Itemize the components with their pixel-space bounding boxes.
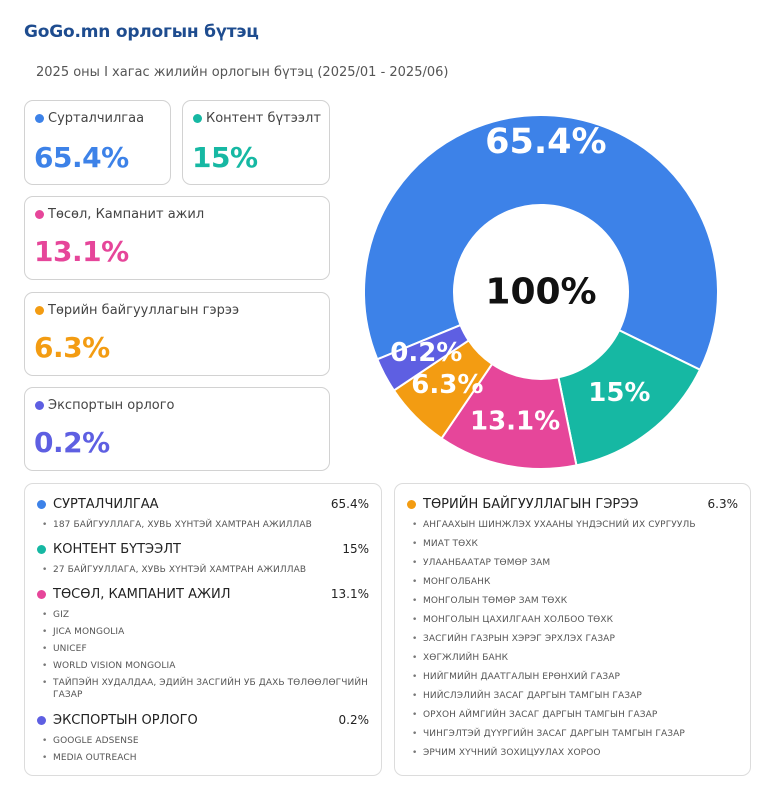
list-item: GOOGLE ADSENSE <box>37 735 369 747</box>
list-item: МОНГОЛБАНК <box>407 576 738 588</box>
slice-label: 6.3% <box>411 370 483 400</box>
card-value: 65.4% <box>34 141 129 174</box>
donut-slice <box>365 114 719 372</box>
category-name: СУРТАЛЧИЛГАА <box>53 496 159 512</box>
page-title: GoGo.mn орлогын бүтэц <box>24 22 259 42</box>
legend-dot <box>35 114 44 123</box>
card-value: 0.2% <box>34 426 110 459</box>
list-item: ХӨГЖЛИЙН БАНК <box>407 652 738 664</box>
slice-label: 65.4% <box>485 122 606 162</box>
partner-list: 187 БАЙГУУЛЛАГА, ХУВЬ ХҮНТЭЙ ХАМТРАН АЖИ… <box>37 519 369 531</box>
category-header: ТӨСӨЛ, КАМПАНИТ АЖИЛ 13.1% <box>37 584 369 604</box>
card-government-contracts: Төрийн байгууллагын гэрээ 6.3% <box>24 292 330 376</box>
category-percent: 0.2% <box>338 713 370 727</box>
legend-dot <box>193 114 202 123</box>
legend-dot <box>37 544 46 554</box>
card-label: Төсөл, Кампанит ажил <box>48 207 205 222</box>
list-item: 187 БАЙГУУЛЛАГА, ХУВЬ ХҮНТЭЙ ХАМТРАН АЖИ… <box>37 519 369 531</box>
card-value: 15% <box>192 141 258 174</box>
legend-dot <box>35 306 44 315</box>
category-percent: 15% <box>342 542 369 556</box>
card-value: 6.3% <box>34 331 110 364</box>
card-advertising: Сурталчилгаа 65.4% <box>24 100 171 185</box>
list-item: МОНГОЛЫН ТӨМӨР ЗАМ ТӨХК <box>407 595 738 607</box>
category-name: ТӨСӨЛ, КАМПАНИТ АЖИЛ <box>53 586 231 602</box>
list-item: МИАТ ТӨХК <box>407 538 738 550</box>
list-item: НИЙГМИЙН ДААТГАЛЫН ЕРӨНХИЙ ГАЗАР <box>407 671 738 683</box>
category-header: СУРТАЛЧИЛГАА 65.4% <box>37 494 369 514</box>
category-group: КОНТЕНТ БҮТЭЭЛТ 15% 27 БАЙГУУЛЛАГА, ХУВЬ Х… <box>37 539 369 581</box>
donut-center-label: 100% <box>485 272 596 313</box>
list-item: 27 БАЙГУУЛЛАГА, ХУВЬ ХҮНТЭЙ ХАМТРАН АЖИЛ… <box>37 564 369 576</box>
card-content-production: Контент бүтээлт 15% <box>182 100 330 185</box>
category-header: ЭКСПОРТЫН ОРЛОГО 0.2% <box>37 710 369 730</box>
legend-dot <box>35 401 44 410</box>
breakdown-panel-left: СУРТАЛЧИЛГАА 65.4% 187 БАЙГУУЛЛАГА, ХУВЬ Х… <box>24 483 382 776</box>
partner-list: 27 БАЙГУУЛЛАГА, ХУВЬ ХҮНТЭЙ ХАМТРАН АЖИЛ… <box>37 564 369 576</box>
donut-chart: 65.4% 15% 13.1% 6.3%0.2% 100% <box>365 114 719 470</box>
legend-dot <box>35 210 44 219</box>
list-item: MEDIA OUTREACH <box>37 752 369 764</box>
breakdown-panel-right: ТӨРИЙН БАЙГУУЛЛАГЫН ГЭРЭЭ 6.3% АНГААХЫН ШИ… <box>394 483 751 776</box>
category-name: ЭКСПОРТЫН ОРЛОГО <box>53 712 198 728</box>
partner-list: GIZ JICA MONGOLIA UNICEF WORLD VISION MONGO… <box>37 609 369 701</box>
category-name: ТӨРИЙН БАЙГУУЛЛАГЫН ГЭРЭЭ <box>423 496 639 512</box>
list-item: WORLD VISION MONGOLIA <box>37 660 369 672</box>
card-label: Төрийн байгууллагын гэрээ <box>48 303 240 318</box>
list-item: UNICEF <box>37 643 369 655</box>
list-item: ЧИНГЭЛТЭЙ ДҮҮРГИЙН ЗАСАГ ДАРГЫН ТАМГЫН Г… <box>407 728 738 740</box>
category-percent: 6.3% <box>707 497 739 511</box>
legend-dot <box>407 499 416 509</box>
category-percent: 13.1% <box>330 587 369 601</box>
slice-label: 13.1% <box>470 406 560 436</box>
donut-slice <box>375 323 471 392</box>
list-item: АНГААХЫН ШИНЖЛЭХ УХААНЫ ҮНДЭСНИЙ ИХ СУРГ… <box>407 519 738 531</box>
list-item: GIZ <box>37 609 369 621</box>
slice-label: 15% <box>588 378 650 408</box>
list-item: НИЙСЛЭЛИЙН ЗАСАГ ДАРГЫН ТАМГЫН ГАЗАР <box>407 690 738 702</box>
card-label: Сурталчилгаа <box>48 111 145 126</box>
card-projects-campaigns: Төсөл, Кампанит ажил 13.1% <box>24 196 330 280</box>
list-item: ОРХОН АЙМГИЙН ЗАСАГ ДАРГЫН ТАМГЫН ГАЗАР <box>407 709 738 721</box>
legend-dot <box>37 499 46 509</box>
list-item: ЭРЧИМ ХҮЧНИЙ ЗОХИЦУУЛАХ ХОРОО <box>407 747 738 759</box>
list-item: УЛААНБААТАР ТӨМӨР ЗАМ <box>407 557 738 569</box>
category-percent: 65.4% <box>330 497 369 511</box>
card-label: Контент бүтээлт <box>206 111 321 126</box>
legend-dot <box>37 715 46 725</box>
card-value: 13.1% <box>34 235 129 268</box>
category-group: ТӨСӨЛ, КАМПАНИТ АЖИЛ 13.1% GIZ JICA MONGOLI… <box>37 584 369 706</box>
category-name: КОНТЕНТ БҮТЭЭЛТ <box>53 541 181 557</box>
legend-dot <box>37 589 46 599</box>
category-header: ТӨРИЙН БАЙГУУЛЛАГЫН ГЭРЭЭ 6.3% <box>407 494 738 514</box>
list-item: МОНГОЛЫН ЦАХИЛГААН ХОЛБОО ТӨХК <box>407 614 738 626</box>
category-group: ТӨРИЙН БАЙГУУЛЛАГЫН ГЭРЭЭ 6.3% АНГААХЫН ШИ… <box>407 494 738 766</box>
category-group: ЭКСПОРТЫН ОРЛОГО 0.2% GOOGLE ADSENSE MEDIA … <box>37 710 369 769</box>
list-item: ЗАСГИЙН ГАЗРЫН ХЭРЭГ ЭРХЛЭХ ГАЗАР <box>407 633 738 645</box>
partner-list: АНГААХЫН ШИНЖЛЭХ УХААНЫ ҮНДЭСНИЙ ИХ СУРГ… <box>407 519 738 759</box>
slice-label: 0.2% <box>390 338 462 368</box>
card-export-revenue: Экспортын орлого 0.2% <box>24 387 330 471</box>
category-group: СУРТАЛЧИЛГАА 65.4% 187 БАЙГУУЛЛАГА, ХУВЬ Х… <box>37 494 369 536</box>
list-item: JICA MONGOLIA <box>37 626 369 638</box>
partner-list: GOOGLE ADSENSE MEDIA OUTREACH <box>37 735 369 764</box>
category-header: КОНТЕНТ БҮТЭЭЛТ 15% <box>37 539 369 559</box>
page-subtitle: 2025 оны I хагас жилийн орлогын бүтэц (2… <box>36 65 449 80</box>
card-label: Экспортын орлого <box>48 398 175 413</box>
list-item: ТАЙПЭЙН ХУДАЛДАА, ЭДИЙН ЗАСГИЙН УБ ДАХЬ … <box>37 677 369 701</box>
